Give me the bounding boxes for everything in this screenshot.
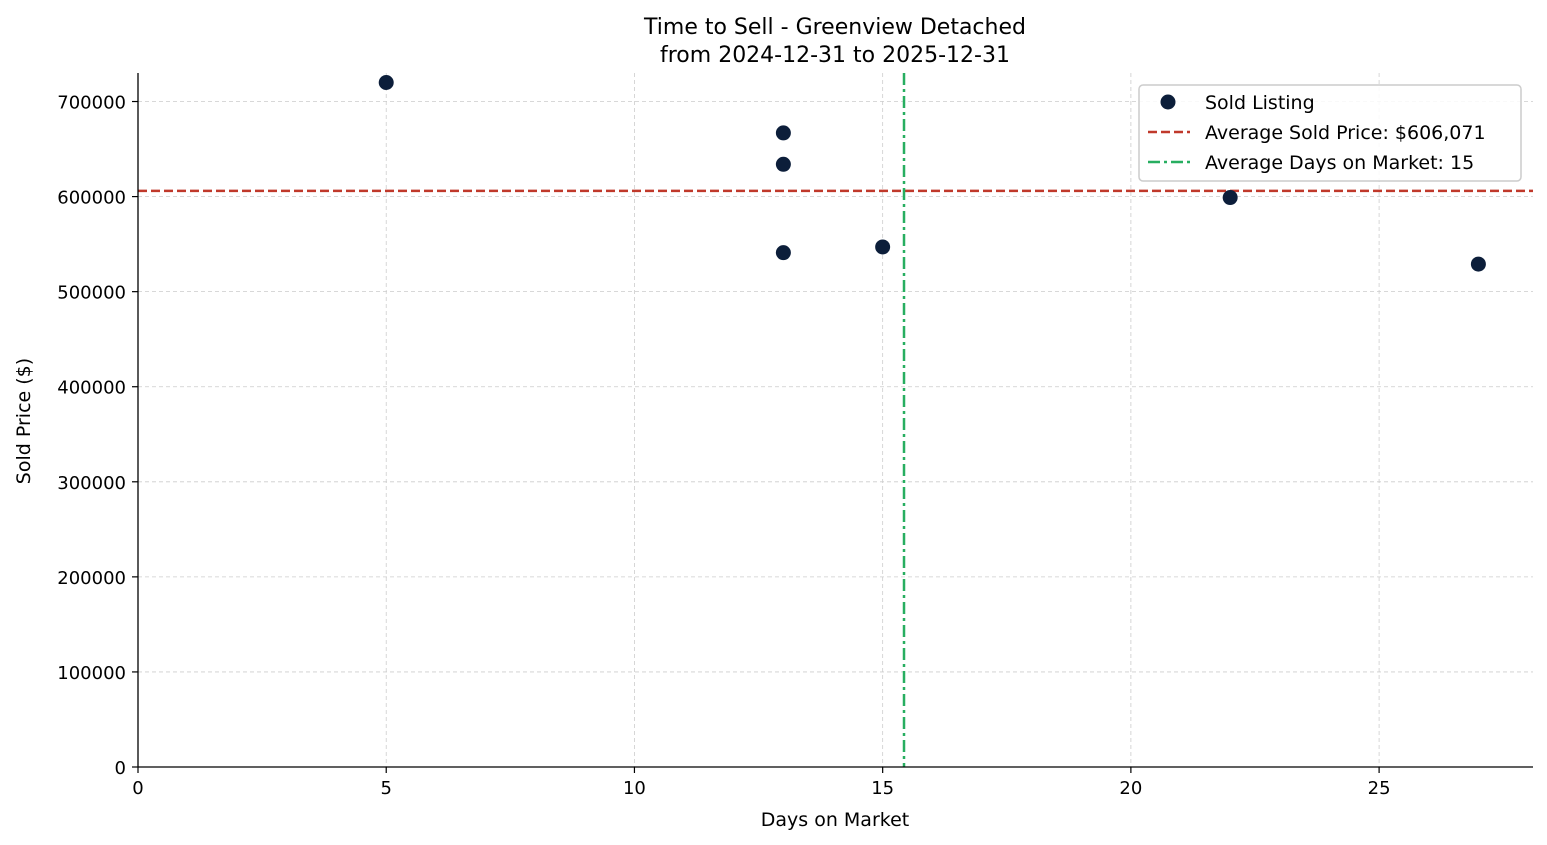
y-tick-label: 100000 (57, 663, 126, 684)
data-point (775, 245, 791, 261)
grid (138, 73, 1533, 767)
data-point (1470, 256, 1486, 272)
legend: Sold Listing Average Sold Price: $606,07… (1138, 84, 1522, 182)
y-tick-label: 600000 (57, 188, 126, 209)
x-tick-label: 10 (623, 778, 646, 799)
axes: 0 5 10 15 20 25 0 100000 200000 300000 400000 50000… (57, 73, 1533, 799)
x-tick-label: 20 (1119, 778, 1142, 799)
legend-avg-days-label: Average Days on Market: 15 (1205, 152, 1474, 174)
legend-scatter-label: Sold Listing (1205, 92, 1315, 114)
data-point (775, 125, 791, 141)
data-point (1222, 190, 1238, 206)
y-tick-label: 700000 (57, 93, 126, 114)
data-point (775, 156, 791, 172)
y-tick-label: 200000 (57, 568, 126, 589)
y-tick-label: 0 (115, 758, 126, 779)
y-tick-label: 300000 (57, 473, 126, 494)
y-tick-label: 400000 (57, 378, 126, 399)
legend-scatter-marker (1160, 94, 1176, 110)
y-tick-label: 500000 (57, 283, 126, 304)
data-point (378, 75, 394, 91)
data-points (378, 75, 1486, 272)
chart-title-line1: Time to Sell - Greenview Detached (643, 15, 1026, 40)
legend-frame (1138, 84, 1522, 182)
x-axis-label: Days on Market (761, 809, 909, 831)
x-tick-label: 25 (1368, 778, 1391, 799)
data-point (875, 239, 891, 255)
x-tick-label: 15 (871, 778, 894, 799)
x-tick-label: 5 (380, 778, 391, 799)
x-tick-label: 0 (132, 778, 143, 799)
chart-title-line2: from 2024-12-31 to 2025-12-31 (660, 43, 1010, 68)
reference-lines (138, 73, 1533, 767)
y-axis-label: Sold Price ($) (13, 358, 35, 484)
legend-avg-price-label: Average Sold Price: $606,071 (1205, 122, 1486, 144)
